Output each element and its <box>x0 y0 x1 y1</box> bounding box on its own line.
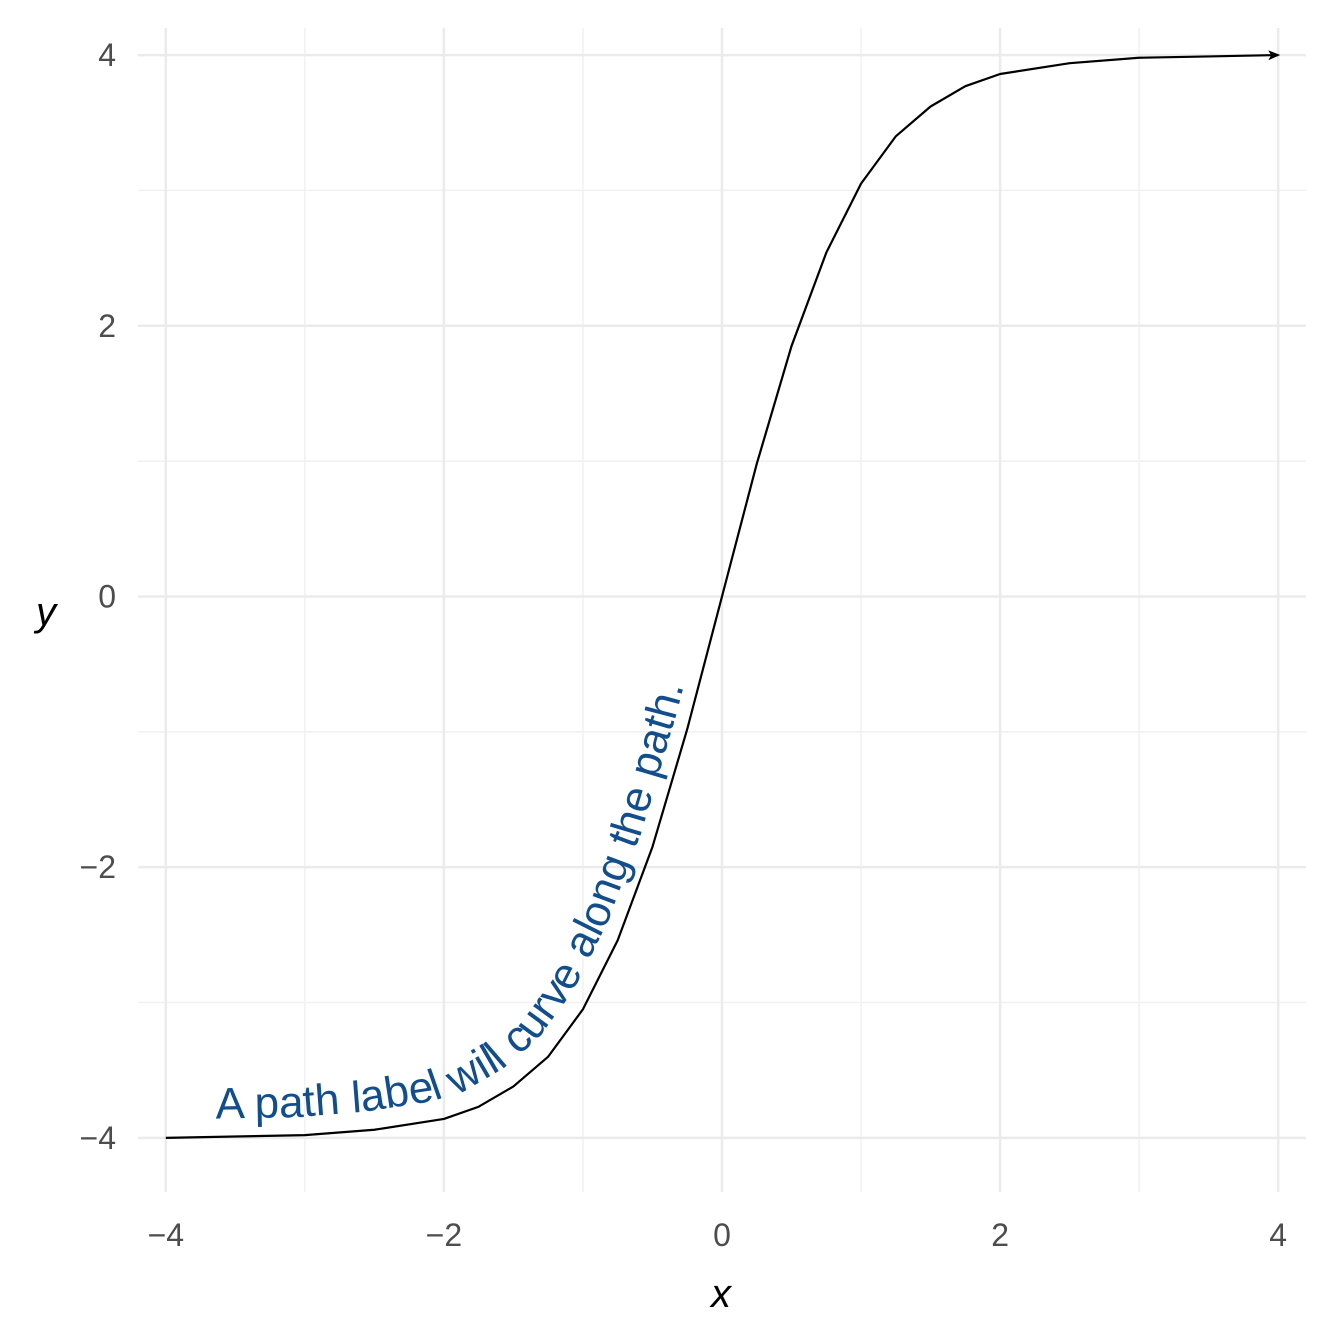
series-layer <box>165 50 1281 1139</box>
y-tick-label: −2 <box>80 849 116 885</box>
x-tick-label: −2 <box>426 1217 462 1253</box>
series-line <box>165 50 1281 1139</box>
x-tick-label: −4 <box>148 1217 184 1253</box>
label-guide-path <box>156 37 1268 1120</box>
y-axis-title: y <box>33 590 59 634</box>
grid <box>138 28 1306 1192</box>
y-tick-label: 4 <box>98 37 116 73</box>
x-tick-label: 2 <box>991 1217 1009 1253</box>
y-tick-label: 2 <box>98 308 116 344</box>
x-tick-label: 4 <box>1269 1217 1287 1253</box>
y-tick-label: −4 <box>80 1120 116 1156</box>
x-axis-title: x <box>709 1272 733 1316</box>
tick-labels: −4 −2 0 2 4 −4 −2 0 2 4 <box>80 37 1288 1253</box>
path-label: A path label will curve along the path. <box>215 676 694 1129</box>
x-tick-label: 0 <box>713 1217 731 1253</box>
y-tick-label: 0 <box>98 578 116 614</box>
